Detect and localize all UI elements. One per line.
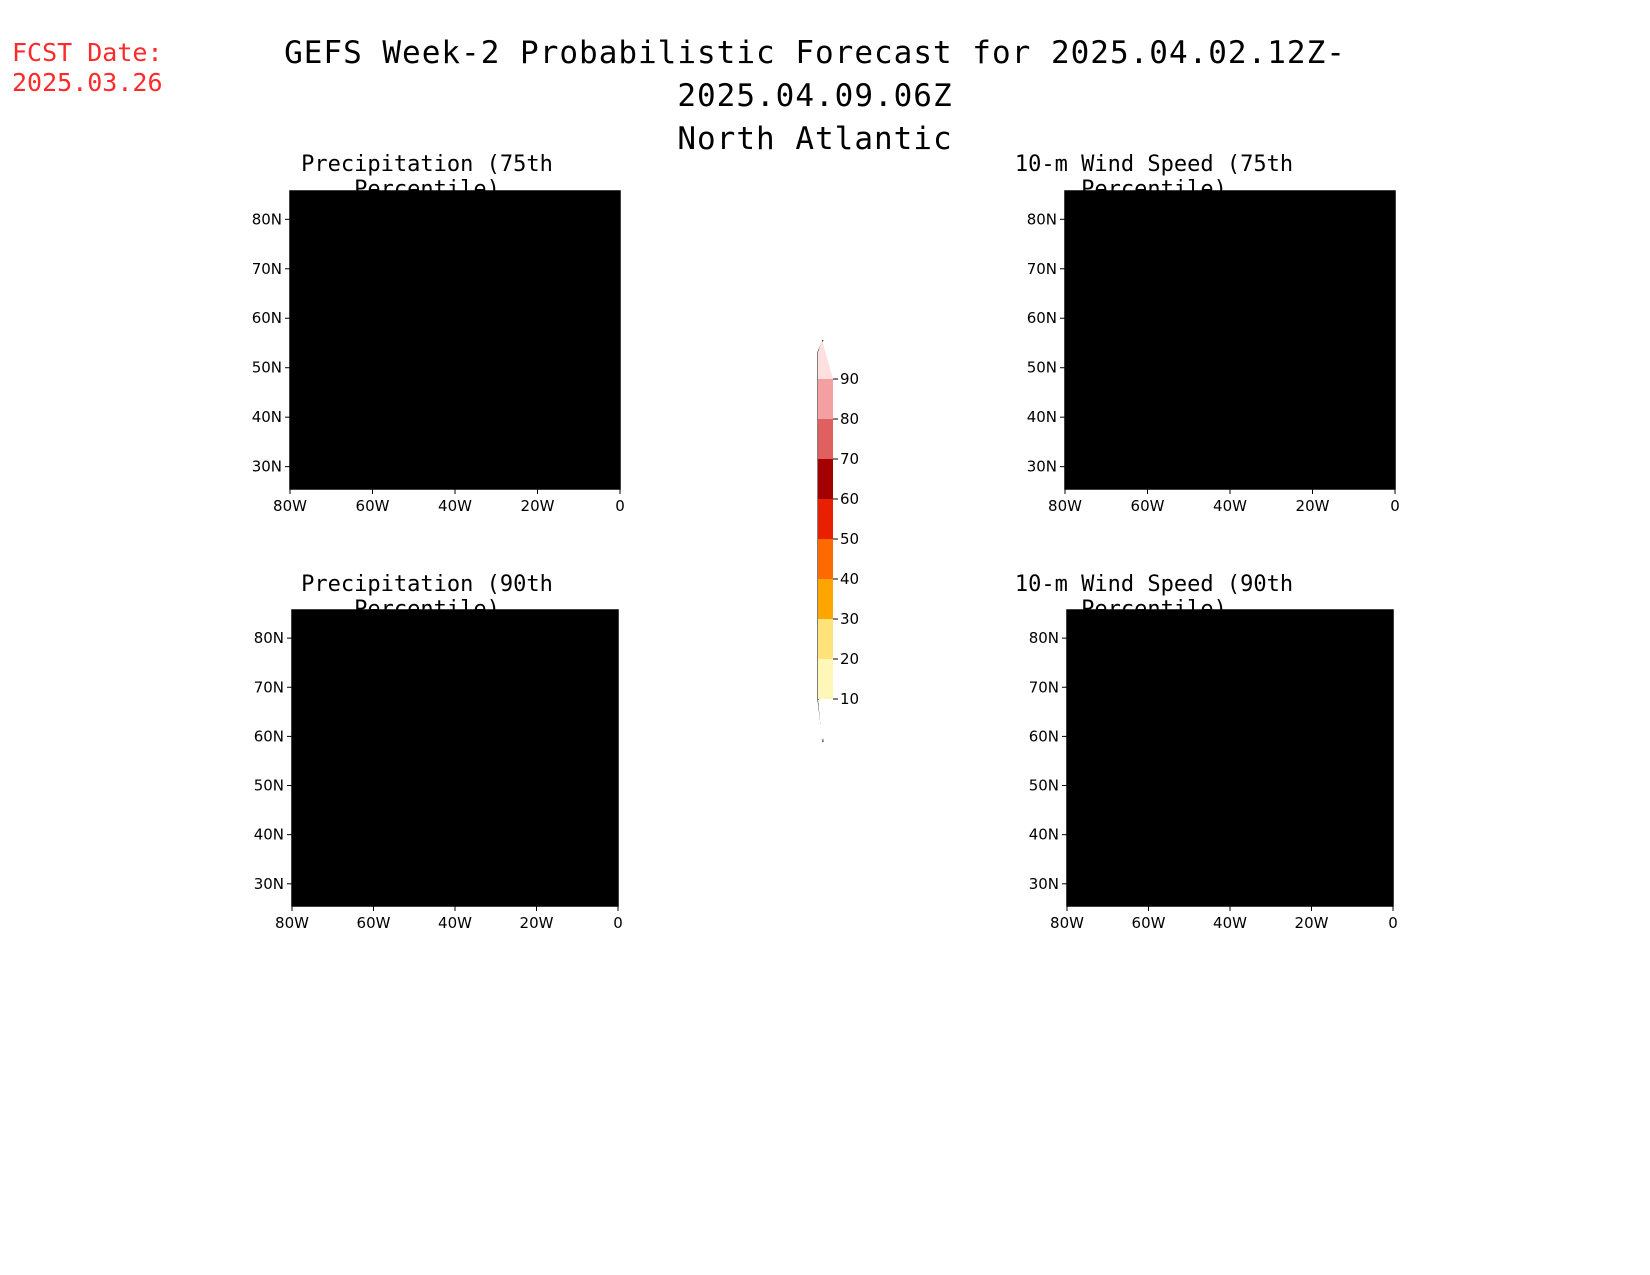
- lat-tick-label-wind-90: 70N: [1029, 678, 1059, 696]
- colorbar-label: 80: [840, 410, 859, 428]
- map-precip-90: [292, 610, 618, 906]
- lat-tick-label-wind-90: 80N: [1029, 629, 1059, 647]
- map-precip-75: [290, 191, 620, 489]
- lon-tick-label-wind-90: 80W: [1050, 914, 1084, 932]
- lon-tick-label-wind-75: 20W: [1296, 497, 1330, 515]
- lat-tick-label-precip-90: 30N: [254, 875, 284, 893]
- lat-tick-label-wind-75: 80N: [1027, 210, 1057, 228]
- forecast-date-label: FCST Date:: [12, 38, 163, 67]
- lon-tick-label-wind-90: 0: [1388, 914, 1398, 932]
- lon-tick-label-precip-90: 20W: [520, 914, 554, 932]
- lon-tick-label-precip-75: 40W: [438, 497, 472, 515]
- lat-tick-label-precip-75: 80N: [252, 210, 282, 228]
- lat-tick-label-precip-75: 50N: [252, 359, 282, 377]
- lat-tick-label-wind-90: 60N: [1029, 727, 1059, 745]
- lat-tick-label-precip-90: 80N: [254, 629, 284, 647]
- main-title-line1: GEFS Week-2 Probabilistic Forecast for 2…: [284, 35, 1346, 114]
- colorbar-label: 60: [840, 490, 859, 508]
- colorbar-label: 30: [840, 610, 859, 628]
- lat-tick-label-wind-75: 60N: [1027, 309, 1057, 327]
- map-wind-90: [1067, 610, 1393, 906]
- lon-tick-label-precip-90: 60W: [357, 914, 391, 932]
- colorbar-label: 40: [840, 570, 859, 588]
- lat-tick-label-wind-90: 50N: [1029, 777, 1059, 795]
- lon-tick-label-precip-90: 0: [613, 914, 623, 932]
- lon-tick-label-wind-90: 60W: [1132, 914, 1166, 932]
- lat-tick-label-precip-75: 30N: [252, 458, 282, 476]
- lat-tick-label-wind-75: 50N: [1027, 359, 1057, 377]
- lat-tick-label-precip-75: 60N: [252, 309, 282, 327]
- lat-tick-label-wind-75: 40N: [1027, 408, 1057, 426]
- lon-tick-label-wind-75: 80W: [1048, 497, 1082, 515]
- lon-tick-label-precip-75: 0: [615, 497, 625, 515]
- lat-tick-label-wind-75: 70N: [1027, 260, 1057, 278]
- lon-tick-label-wind-75: 60W: [1131, 497, 1165, 515]
- lat-tick-label-precip-75: 70N: [252, 260, 282, 278]
- forecast-date-value: 2025.03.26: [12, 68, 163, 97]
- colorbar: [817, 339, 833, 743]
- lat-tick-label-wind-90: 30N: [1029, 875, 1059, 893]
- lat-tick-label-precip-90: 70N: [254, 678, 284, 696]
- lat-tick-label-wind-75: 30N: [1027, 458, 1057, 476]
- map-wind-75: [1065, 191, 1395, 489]
- lat-tick-label-precip-90: 50N: [254, 777, 284, 795]
- lon-tick-label-wind-75: 40W: [1213, 497, 1247, 515]
- lon-tick-label-wind-90: 40W: [1213, 914, 1247, 932]
- colorbar-label: 50: [840, 530, 859, 548]
- lat-tick-label-precip-90: 40N: [254, 826, 284, 844]
- colorbar-label: 20: [840, 650, 859, 668]
- lon-tick-label-precip-90: 80W: [275, 914, 309, 932]
- colorbar-label: 90: [840, 370, 859, 388]
- forecast-date: FCST Date: 2025.03.26: [12, 38, 163, 98]
- lat-tick-label-precip-75: 40N: [252, 408, 282, 426]
- main-title-region: North Atlantic: [677, 121, 953, 157]
- lon-tick-label-precip-75: 80W: [273, 497, 307, 515]
- lat-tick-label-wind-90: 40N: [1029, 826, 1059, 844]
- lat-tick-label-precip-90: 60N: [254, 727, 284, 745]
- colorbar-label: 70: [840, 450, 859, 468]
- lon-tick-label-precip-75: 20W: [521, 497, 555, 515]
- lon-tick-label-wind-90: 20W: [1295, 914, 1329, 932]
- lon-tick-label-precip-90: 40W: [438, 914, 472, 932]
- lon-tick-label-wind-75: 0: [1390, 497, 1400, 515]
- colorbar-label: 10: [840, 690, 859, 708]
- lon-tick-label-precip-75: 60W: [356, 497, 390, 515]
- panel-title-precip-75: Precipitation (75th Percentile): [301, 152, 553, 202]
- main-title: GEFS Week-2 Probabilistic Forecast for 2…: [180, 32, 1450, 161]
